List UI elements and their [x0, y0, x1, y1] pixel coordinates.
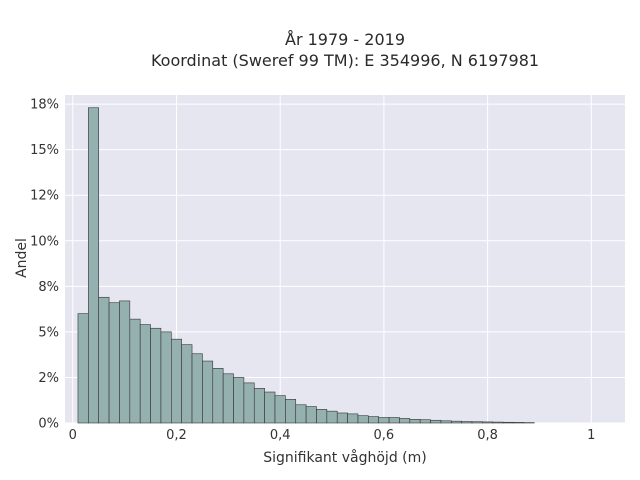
histogram-bar [108, 302, 120, 424]
histogram-bar [191, 353, 203, 424]
histogram-bar [378, 417, 390, 424]
x-tick-labels: 0 0,2 0,4 0,6 0,8 1 [69, 428, 596, 443]
chart-title-line-1: År 1979 - 2019 [285, 30, 405, 49]
histogram-bar [450, 420, 462, 424]
histogram-bar [222, 373, 234, 424]
histogram-bar [492, 421, 504, 424]
histogram-bar [285, 399, 297, 424]
histogram-bar [388, 417, 400, 424]
histogram-bar [461, 421, 473, 424]
histogram-bar [212, 368, 224, 424]
histogram-bar [513, 422, 525, 424]
histogram-bar [336, 412, 348, 424]
histogram-bar [139, 324, 151, 424]
histogram-bar [326, 410, 338, 424]
x-tick-label: 0,2 [166, 428, 187, 443]
histogram-bar [129, 318, 141, 424]
histogram-bar [357, 415, 369, 424]
histogram-bar [202, 360, 214, 424]
histogram-bar [419, 419, 431, 424]
histogram-bar [170, 338, 182, 424]
histogram-bar [88, 107, 100, 424]
histogram-bar [482, 421, 494, 424]
y-tick-label: 15% [30, 143, 59, 158]
histogram-bar [430, 419, 442, 424]
histogram-bar [243, 382, 255, 424]
y-tick-label: 12% [30, 189, 59, 204]
histogram-bar [160, 331, 172, 424]
x-axis-title: Signifikant våghöjd (m) [263, 449, 426, 466]
histogram-bar [264, 391, 276, 424]
histogram-bar [119, 300, 131, 424]
y-tick-label: 10% [30, 234, 59, 249]
x-tick-label: 0,4 [270, 428, 291, 443]
histogram-bar [409, 419, 421, 424]
y-tick-label: 2% [38, 371, 59, 386]
x-tick-label: 0,6 [374, 428, 395, 443]
y-tick-label: 8% [38, 280, 59, 295]
histogram-bar [347, 413, 359, 424]
y-tick-label: 18% [30, 98, 59, 113]
chart-title-line-2: Koordinat (Sweref 99 TM): E 354996, N 61… [151, 51, 539, 70]
histogram-bar [77, 313, 89, 424]
histogram-bar [471, 421, 483, 424]
histogram-bar [305, 406, 317, 424]
histogram-bar [440, 420, 452, 424]
y-tick-labels: 0% 2% 5% 8% 10% 12% 15% 18% [30, 98, 59, 432]
y-axis-title: Andel [14, 238, 30, 278]
histogram-bar [316, 409, 328, 424]
y-tick-label: 5% [38, 325, 59, 340]
histogram-bar [150, 327, 162, 424]
histogram-bar [502, 421, 514, 424]
histogram-bar [253, 388, 265, 424]
bars [77, 107, 535, 424]
histogram-bar [368, 416, 380, 424]
x-tick-label: 0 [69, 428, 77, 443]
y-tick-label: 0% [38, 417, 59, 432]
histogram-bar [233, 377, 245, 424]
histogram-bar [274, 395, 286, 424]
histogram-bar [295, 404, 307, 424]
histogram-bar [399, 418, 411, 424]
histogram-bar [181, 344, 193, 424]
histogram-bar [98, 296, 110, 424]
x-tick-label: 1 [587, 428, 595, 443]
x-tick-label: 0,8 [477, 428, 498, 443]
